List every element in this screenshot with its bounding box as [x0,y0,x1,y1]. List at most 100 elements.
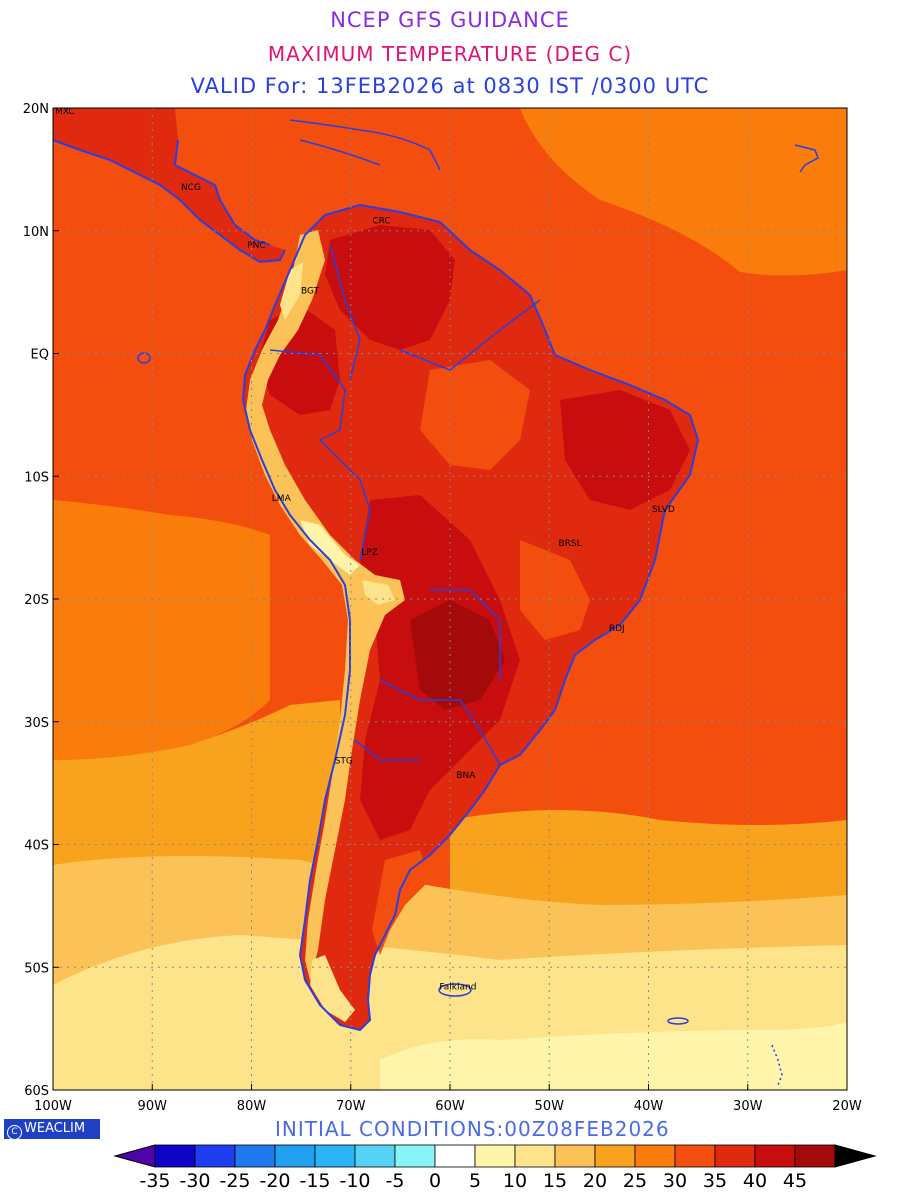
country-borders [269,244,541,766]
legend-swatch [554,1144,596,1168]
legend-swatch [714,1144,756,1168]
city-label: CRC [372,216,390,226]
city-label: Falkland [439,982,476,992]
ocean-band-warm-ne [520,108,847,276]
lon-tick-label: 20W [832,1099,862,1114]
lat-tick-label: 10S [24,470,49,485]
title-valid-time: VALID For: 13FEB2026 at 0830 IST /0300 U… [190,74,710,98]
legend-swatch [434,1144,476,1168]
legend-swatch [634,1144,676,1168]
legend-swatch [354,1144,396,1168]
legend-label: -10 [339,1170,370,1192]
legend-swatch [274,1144,316,1168]
south-georgia-island [667,1017,689,1025]
land-warm-se-brazil [520,540,590,640]
lat-tick-label: 20N [23,102,49,117]
land-tierra-del-fuego [310,955,355,1022]
land-hot-venezuela [325,225,455,350]
lesser-antilles [794,144,819,173]
legend-label: 35 [703,1170,727,1192]
initial-conditions: INITIAL CONDITIONS:00Z08FEB2026 [275,1117,670,1141]
lat-tick-label: 10N [23,225,49,240]
lat-tick-label: 20S [24,593,49,608]
city-label: MXC [55,107,75,117]
legend-label: -35 [139,1170,170,1192]
city-label: BRSL [559,539,582,549]
city-label: PNC [247,241,265,251]
city-label: BNA [456,771,476,781]
coastline-caribbean-islands [289,119,441,171]
legend-label: 30 [663,1170,687,1192]
lon-tick-label: 60W [435,1099,465,1114]
legend-label: 20 [583,1170,607,1192]
copyright-icon: C [7,1125,22,1140]
gridlines [53,108,847,1090]
lat-tick-label: EQ [31,348,49,363]
weaclim-logo: C WEACLIM [4,1119,100,1140]
city-label: LPZ [361,548,378,558]
legend-swatch [154,1144,196,1168]
lat-tick-label: 60S [24,1084,49,1099]
legend-swatch [314,1144,356,1168]
lon-tick-label: 30W [733,1099,763,1114]
title-model: NCEP GFS GUIDANCE [330,8,570,32]
lat-tick-label: 50S [24,961,49,976]
axis-ticks: 100W 90W 80W 70W 60W 50W 40W 30W 20W 20N 10N EQ 10S 2… [23,102,862,1114]
legend-label: 45 [783,1170,807,1192]
legend-over-arrow [834,1144,877,1168]
legend-label: -25 [219,1170,250,1192]
lat-tick-label: 40S [24,839,49,854]
legend-under-arrow [113,1144,156,1168]
legend-label: 15 [543,1170,567,1192]
legend-label: 40 [743,1170,767,1192]
legend-swatch [794,1144,836,1168]
lat-tick-label: 30S [24,716,49,731]
lon-tick-label: 80W [237,1099,267,1114]
map-plot-area: MXC NCG CRC PNC BGT LMA LPZ SLVD BRSL RDJ STG BNA Fa… [53,107,847,1090]
coastline-south-america [241,203,700,1032]
city-label: NCG [181,183,201,193]
land-warm-amazon [420,360,530,470]
lon-tick-label: 90W [138,1099,168,1114]
lon-tick-label: 100W [34,1099,72,1114]
legend-swatch [474,1144,516,1168]
legend-swatch [194,1144,236,1168]
legend-swatch [754,1144,796,1168]
legend-label: 10 [503,1170,527,1192]
falkland-islands [438,983,472,997]
city-label: SLVD [652,505,675,515]
legend-label: -15 [299,1170,330,1192]
land-central-america [53,108,285,262]
land-hottest-paraguay [410,600,505,710]
legend-swatch [594,1144,636,1168]
land-andes-cold-bolivia [362,580,395,605]
city-label: BGT [301,286,320,296]
legend-label: 25 [623,1170,647,1192]
legend-swatch [394,1144,436,1168]
logo-text: WEACLIM [24,1121,86,1136]
land-hot-ne-brazil [560,390,690,510]
land-andes-cold-north [280,262,303,320]
color-legend: -35 -30 -25 -20 -15 -10 -5 0 5 10 15 20 25 30 35 40 45 [113,1144,877,1192]
land-warm-patagonia [372,850,430,955]
legend-label: -5 [386,1170,405,1192]
legend-label: 0 [429,1170,441,1192]
ocean-band-warm-sw [53,500,270,760]
lon-tick-label: 70W [336,1099,366,1114]
lon-tick-label: 50W [535,1099,565,1114]
lon-tick-label: 40W [634,1099,664,1114]
legend-swatch [234,1144,276,1168]
legend-label: 5 [469,1170,481,1192]
ocean-band-coldest [380,1022,847,1090]
coastline-central-america [53,139,286,264]
title-parameter: MAXIMUM TEMPERATURE (DEG C) [267,42,633,66]
legend-swatch [514,1144,556,1168]
land-andes-cool [246,230,405,980]
city-label: LMA [272,494,292,504]
city-labels: MXC NCG CRC PNC BGT LMA LPZ SLVD BRSL RDJ STG BNA Fa… [55,107,675,992]
city-label: RDJ [609,624,625,634]
city-label: STG [335,756,353,766]
legend-label: -20 [259,1170,290,1192]
land-andes-cold-peru [300,520,360,575]
